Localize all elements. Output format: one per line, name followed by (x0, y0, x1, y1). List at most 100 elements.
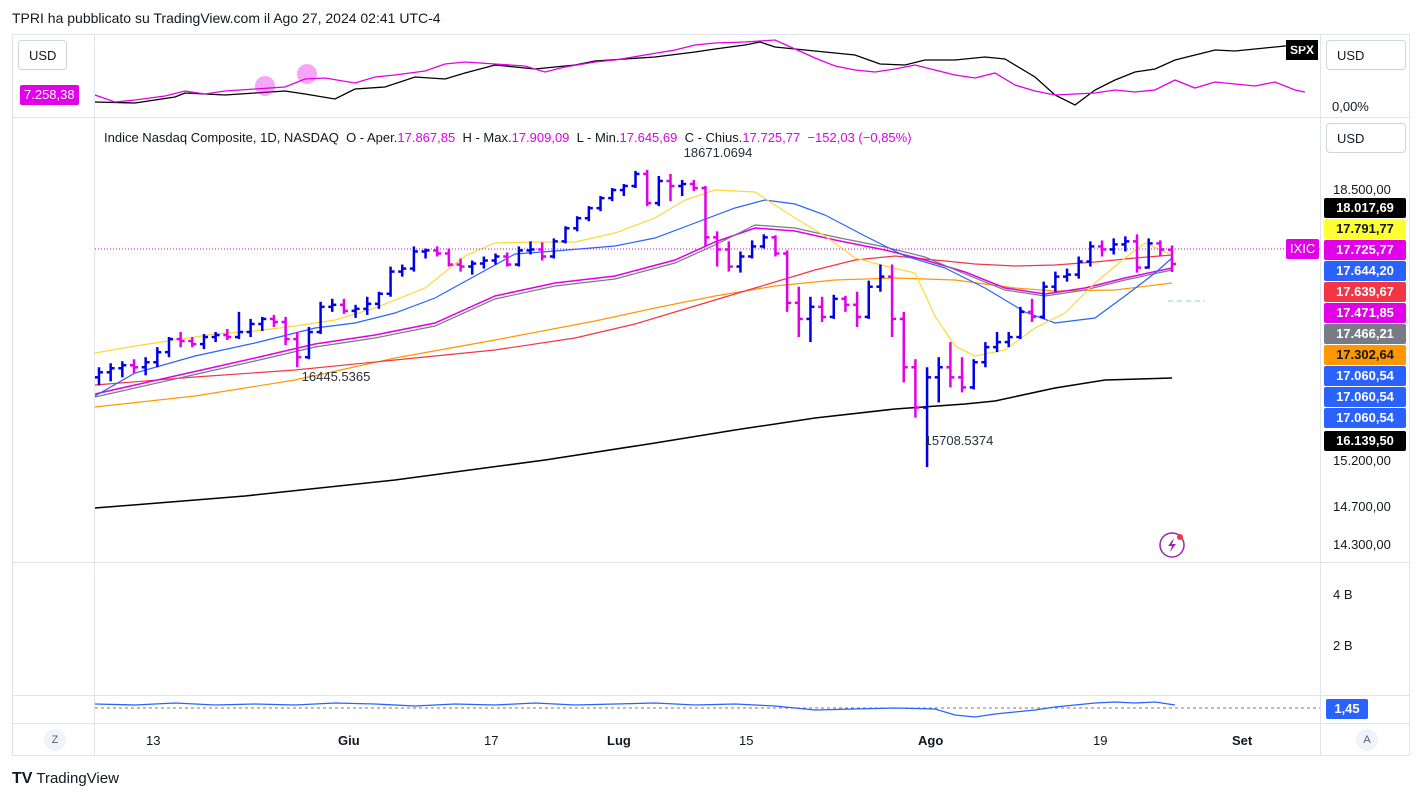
ma200-line (95, 377, 1173, 509)
legend-close-label: C - Chius. (684, 130, 743, 145)
ohlc-bar (1133, 234, 1142, 273)
auto-scale-button[interactable]: A (1356, 729, 1378, 751)
ohlc-bar (269, 314, 278, 327)
ohlc-bar (934, 357, 943, 403)
ohlc-bar (304, 326, 313, 360)
ohlc-bar (363, 296, 372, 315)
ohlc-bar (339, 298, 348, 314)
ohlc-bar (584, 206, 593, 222)
publish-header: TPRI ha pubblicato su TradingView.com il… (12, 10, 441, 26)
ohlc-bar (783, 250, 792, 312)
annotation-high: 18671.0694 (684, 145, 753, 160)
axis-tick: 18.500,00 (1333, 182, 1391, 197)
ohlc-bar (596, 196, 605, 212)
price-chart: 18671.0694 16445.5365 15708.5374 (95, 145, 1320, 558)
signal-circle (297, 64, 317, 84)
ohlc-bar (129, 359, 138, 374)
ohlc-bar (899, 311, 908, 383)
ohlc-bar (619, 183, 628, 197)
pane-divider-top (12, 117, 1410, 118)
ema-blue-line (95, 199, 1173, 397)
price-tag: 18.017,69 (1324, 198, 1406, 218)
osc-line (95, 701, 1176, 718)
ohlc-bar (689, 179, 698, 192)
ohlc-bar (456, 258, 465, 272)
legend-high-value: 17.909,09 (511, 130, 570, 145)
ohlc-bar (95, 367, 103, 386)
ohlc-bar (409, 246, 418, 272)
ohlc-bar (631, 170, 640, 189)
spx-symbol-badge: SPX (1286, 40, 1319, 60)
ohlc-bar (188, 337, 197, 348)
ohlc-bar (678, 179, 687, 197)
price-tag: 17.639,67 (1324, 282, 1406, 302)
ohlc-bar (643, 169, 652, 207)
time-label: 13 (146, 733, 161, 748)
legend-change: −152,03 (−0,85%) (807, 130, 912, 145)
ohlc-bar (514, 246, 523, 267)
ohlc-bar (736, 251, 745, 273)
ohlc-bar (176, 332, 185, 348)
left-axis-divider (94, 34, 95, 756)
ohlc-bar (573, 216, 582, 232)
ohlc-bar (666, 173, 675, 202)
ohlc-bar (1121, 236, 1130, 252)
legend-low-value: 17.645,69 (619, 130, 678, 145)
ohlc-bar (1004, 332, 1013, 348)
ohlc-bar (561, 226, 570, 244)
ohlc-series (95, 169, 1176, 468)
ohlc-bar (1086, 241, 1095, 267)
pane-divider-time (12, 723, 1410, 724)
ohlc-bar (759, 234, 768, 249)
price-tag: 17.302,64 (1324, 345, 1406, 365)
price-tag: 17.791,77 (1324, 219, 1406, 239)
annotation-mid-low: 16445.5365 (302, 369, 371, 384)
annotation-low: 15708.5374 (925, 433, 994, 448)
ma20-gray-line (95, 224, 1173, 398)
price-tag: 17.060,54 (1324, 366, 1406, 386)
ohlc-bar (351, 304, 360, 318)
ohlc-bar (1168, 245, 1176, 273)
ohlc-bar (538, 242, 547, 261)
spx-line (95, 41, 1306, 106)
time-label: Set (1232, 733, 1253, 748)
ohlc-bar (794, 286, 803, 338)
ohlc-bar (246, 318, 255, 338)
top-currency-button[interactable]: USD (1326, 40, 1406, 70)
timezone-button[interactable]: Z (44, 729, 66, 751)
ohlc-bar (1051, 271, 1060, 292)
ohlc-bar (724, 241, 733, 272)
ohlc-bar (386, 266, 395, 297)
ohlc-bar (1156, 240, 1165, 257)
ohlc-bar (223, 328, 232, 341)
ohlc-bar (1016, 306, 1025, 340)
tradingview-logo[interactable]: TV TradingView (12, 770, 119, 788)
ohlc-bar (1039, 281, 1048, 319)
left-currency-button[interactable]: USD (18, 40, 68, 70)
ohlc-bar (1074, 256, 1083, 279)
price-tag: 16.139,50 (1324, 431, 1406, 451)
ohlc-bar (503, 252, 512, 267)
axis-tick: 14.700,00 (1333, 499, 1391, 514)
volume-tick: 4 B (1333, 587, 1353, 602)
price-tag: 17.060,54 (1324, 387, 1406, 407)
ohlc-bar (981, 342, 990, 368)
main-currency-button[interactable]: USD (1326, 123, 1406, 153)
ohlc-bar (1144, 238, 1153, 269)
price-axis-divider (1320, 34, 1321, 756)
time-label: 17 (484, 733, 499, 748)
ohlc-bar (211, 332, 220, 343)
ohlc-bar (491, 253, 500, 265)
ohlc-bar (654, 175, 663, 207)
oscillator-chart (95, 701, 1320, 718)
ohlc-bar (748, 240, 757, 259)
osc-value-tag: 1,45 (1326, 699, 1368, 719)
axis-tick: 14.300,00 (1333, 537, 1391, 552)
ohlc-bar (479, 256, 488, 269)
ohlc-bar (106, 363, 115, 382)
time-label: Lug (607, 733, 631, 748)
legend-close-value: 17.725,77 (742, 130, 801, 145)
ohlc-bar (713, 231, 722, 267)
time-label: Ago (918, 733, 944, 748)
price-tag: 17.471,85 (1324, 303, 1406, 323)
